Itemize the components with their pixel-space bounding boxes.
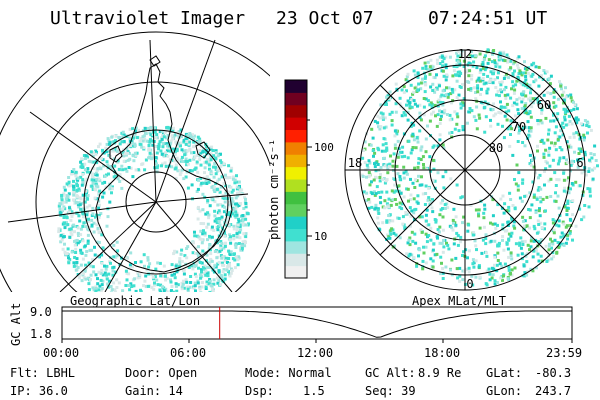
info-glon-value: 243.7 bbox=[535, 384, 572, 398]
gc-alt-tick-min: 1.8 bbox=[30, 327, 52, 341]
geographic-label: Geographic Lat/Lon bbox=[70, 294, 201, 308]
apex-lat-80: 80 bbox=[489, 141, 503, 155]
geo-coastline bbox=[95, 55, 233, 273]
geo-aurora-oval bbox=[57, 125, 250, 292]
colorbar-cell bbox=[285, 166, 307, 180]
colorbar-cell bbox=[285, 191, 307, 205]
apex-grid bbox=[344, 49, 586, 291]
colorbar-cell bbox=[285, 216, 307, 230]
colorbar-cell bbox=[285, 117, 307, 131]
gc-alt-curve bbox=[62, 310, 572, 338]
apex-aurora-oval bbox=[360, 48, 599, 287]
info-mode: Mode: Normal bbox=[245, 366, 332, 380]
info-gcalt-value: 8.9 Re bbox=[418, 366, 462, 380]
apex-lat-60: 60 bbox=[537, 98, 551, 112]
timeline-tick-2359: 23:59 bbox=[546, 346, 583, 360]
colorbar-scale bbox=[285, 80, 307, 279]
apex-mlt-6: 6 bbox=[576, 156, 583, 170]
colorbar-cell bbox=[285, 129, 307, 143]
colorbar-unit: photon cm⁻²s⁻¹ bbox=[267, 139, 281, 240]
colorbar-cell bbox=[285, 240, 307, 254]
info-flt: Flt: LBHL bbox=[10, 366, 76, 380]
colorbar-cell bbox=[285, 141, 307, 155]
colorbar-ticks bbox=[307, 119, 312, 256]
info-glat-value: -80.3 bbox=[535, 366, 572, 380]
instrument-title: Ultraviolet Imager bbox=[50, 8, 246, 29]
date-label: 23 Oct 07 bbox=[276, 8, 374, 29]
info-gcalt-label: GC Alt: bbox=[365, 366, 416, 380]
colorbar-cell bbox=[285, 92, 307, 106]
info-dsp-label: Dsp: bbox=[245, 384, 274, 398]
colorbar-cell bbox=[285, 104, 307, 118]
timeline-x-ticks bbox=[61, 339, 573, 343]
apex-lat-70: 70 bbox=[512, 120, 526, 134]
info-glon-label: GLon: bbox=[486, 384, 523, 398]
colorbar-cell bbox=[285, 228, 307, 242]
info-dsp-value: 1.5 bbox=[303, 384, 325, 398]
timeline-tick-0000: 00:00 bbox=[43, 346, 80, 360]
colorbar-cell bbox=[285, 265, 307, 279]
colorbar-cell bbox=[285, 253, 307, 267]
gc-alt-axis-label: GC Alt bbox=[9, 303, 23, 346]
apex-label: Apex MLat/MLT bbox=[412, 294, 506, 308]
timeline-tick-1200: 12:00 bbox=[297, 346, 334, 360]
colorbar-cell bbox=[285, 80, 307, 93]
info-glat-label: GLat: bbox=[486, 366, 523, 380]
colorbar-cell bbox=[285, 203, 307, 217]
timeline-tick-1800: 18:00 bbox=[424, 346, 461, 360]
colorbar-tick-100: 100 bbox=[314, 141, 334, 154]
gc-alt-tick-max: 9.0 bbox=[30, 305, 52, 319]
info-ip: IP: 36.0 bbox=[10, 384, 68, 398]
apex-mlt-0: 0 bbox=[466, 277, 473, 291]
timeline-tick-0600: 06:00 bbox=[170, 346, 207, 360]
time-label: 07:24:51 UT bbox=[428, 8, 548, 29]
info-gain: Gain: 14 bbox=[125, 384, 183, 398]
apex-mlt-12: 12 bbox=[458, 47, 472, 61]
colorbar-tick-10: 10 bbox=[314, 230, 327, 243]
colorbar-cell bbox=[285, 179, 307, 192]
geo-grid bbox=[0, 31, 270, 292]
info-seq: Seq: 39 bbox=[365, 384, 416, 398]
info-door: Door: Open bbox=[125, 366, 198, 380]
apex-mlt-18: 18 bbox=[348, 156, 362, 170]
colorbar-cell bbox=[285, 154, 307, 168]
